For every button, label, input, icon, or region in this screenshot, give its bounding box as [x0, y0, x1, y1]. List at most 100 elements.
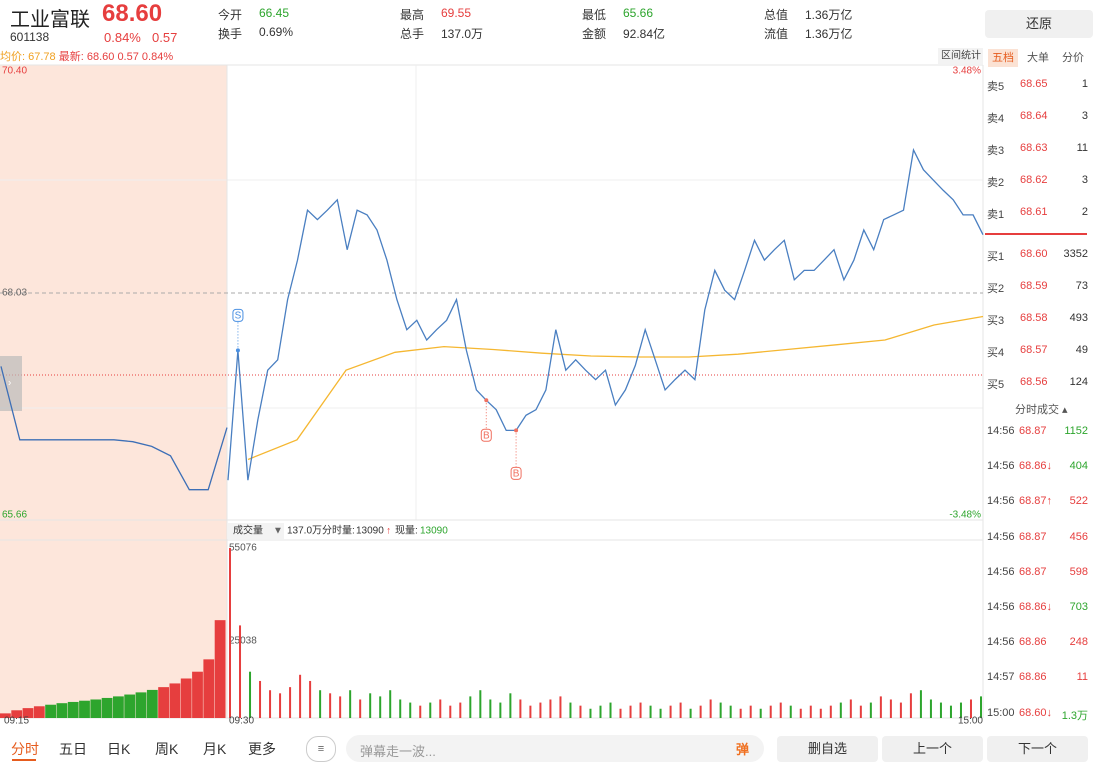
volume-bar — [899, 702, 902, 718]
now-vol: 13090 — [420, 526, 448, 537]
bottom-tab[interactable]: 日K — [107, 741, 131, 757]
bottom-button[interactable]: 上一个 — [882, 736, 983, 762]
volume-bar — [779, 702, 782, 718]
trades-title: 分时成交 ▴ — [1015, 404, 1068, 416]
auction-volume-bar — [67, 701, 79, 718]
bottom-button[interactable]: 下一个 — [987, 736, 1088, 762]
trade-price: 68.87↑ — [1019, 495, 1053, 508]
volume-bar — [489, 699, 492, 718]
book-vol: 493 — [1069, 312, 1088, 324]
volume-bar — [269, 690, 272, 718]
volume-title[interactable]: 成交量 — [233, 524, 263, 537]
danmu-icon[interactable]: ≡ — [306, 736, 336, 762]
avg-line — [247, 315, 984, 461]
stat-value: 0.69% — [259, 25, 294, 39]
bottom-tab[interactable]: 更多 — [248, 741, 276, 757]
range-stats-bg[interactable] — [938, 48, 983, 64]
book-label: 卖5 — [987, 81, 1005, 93]
x-label: 09:15 — [4, 716, 29, 727]
volume-bar — [729, 705, 732, 718]
volume-bar — [459, 702, 462, 718]
book-label: 买3 — [987, 315, 1005, 327]
book-label: 买1 — [987, 251, 1005, 263]
volume-bar — [319, 690, 322, 718]
bottom-tab[interactable]: 周K — [155, 741, 179, 757]
bottom-tab[interactable]: 五日 — [59, 741, 87, 757]
bottom-tab[interactable]: 分时 — [11, 741, 39, 757]
trade-price: 68.86 — [1019, 671, 1047, 684]
volume-bar — [349, 690, 352, 718]
trade-vol: 456 — [1069, 530, 1088, 543]
volume-bar — [599, 705, 602, 718]
trade-price: 68.86↓ — [1019, 460, 1053, 473]
book-tab[interactable]: 分价 — [1062, 52, 1084, 64]
volume-bar — [409, 702, 412, 718]
bottom-button[interactable]: 删自选 — [777, 736, 878, 762]
book-price: 68.57 — [1020, 344, 1048, 356]
book-tab[interactable]: 大单 — [1027, 52, 1049, 64]
volume-bar — [949, 705, 952, 718]
trade-time: 14:56 — [987, 460, 1015, 473]
volume-bar — [759, 708, 762, 718]
trade-price: 68.86 — [1019, 636, 1047, 649]
volume-bar — [659, 708, 662, 718]
volume-bar — [239, 625, 242, 718]
trade-time: 14:57 — [987, 671, 1015, 684]
stat-label: 总手 — [400, 27, 425, 41]
book-vol: 49 — [1075, 344, 1088, 356]
volume-bar — [719, 702, 722, 718]
trade-price: 68.87 — [1019, 530, 1047, 543]
up-arrow: ↑ — [386, 526, 391, 537]
volume-bar — [980, 696, 982, 718]
auction-volume-bar — [56, 703, 68, 718]
volume-title-bg[interactable] — [228, 523, 284, 539]
restore-button[interactable]: 还原 — [985, 10, 1093, 38]
bottom-tab[interactable]: 月K — [203, 741, 227, 757]
auction-volume-bar — [158, 687, 169, 718]
collapse-handle[interactable] — [0, 356, 22, 411]
latest-label: 最新: — [58, 51, 84, 63]
stat-label: 金额 — [582, 27, 607, 41]
book-label: 卖2 — [987, 177, 1005, 189]
danmu-input[interactable]: 弹幕走一波... 弹 — [346, 735, 764, 762]
latest-change: 0.57 — [117, 51, 139, 63]
trade-price: 68.86↓ — [1019, 601, 1053, 613]
book-divider — [985, 233, 1087, 235]
marker-badge — [232, 308, 244, 322]
change-pct: 0.84% — [104, 30, 141, 45]
volume-bar — [559, 696, 562, 718]
book-price: 68.61 — [1020, 206, 1048, 218]
volume-bar — [909, 693, 912, 718]
marker-label: B — [483, 430, 490, 441]
volume-bar — [739, 708, 742, 718]
trade-vol: 598 — [1069, 565, 1088, 578]
volume-bar — [689, 708, 692, 718]
book-tab[interactable]: 五档 — [988, 49, 1018, 67]
stat-value: 1.36万亿 — [805, 27, 853, 41]
book-label: 卖3 — [987, 145, 1005, 157]
volume-bar — [849, 699, 852, 718]
danmu-button[interactable]: 弹 — [736, 742, 750, 757]
volume-bar — [589, 708, 592, 718]
trade-time: 14:56 — [987, 636, 1015, 649]
volume-bar — [439, 699, 442, 718]
volume-bar — [289, 687, 292, 718]
book-price: 68.58 — [1020, 312, 1048, 324]
auction-volume-bar — [180, 678, 192, 718]
stat-label: 最高 — [400, 8, 425, 22]
volume-bar — [679, 702, 682, 718]
volume-bar — [329, 693, 332, 718]
volume-bar — [479, 690, 482, 718]
danmu-placeholder: 弹幕走一波... — [360, 744, 436, 759]
trade-vol: 248 — [1069, 636, 1088, 649]
volume-bar — [959, 702, 962, 718]
volume-bar — [279, 693, 282, 718]
auction-volume-bar — [113, 696, 124, 718]
volume-bar — [929, 699, 932, 718]
auction-price-line — [0, 366, 228, 491]
volume-bar — [299, 674, 302, 718]
volume-bar — [389, 690, 392, 718]
active-tab-underline — [12, 759, 36, 761]
book-label: 卖4 — [987, 113, 1005, 125]
range-stats[interactable]: 区间统计 — [941, 49, 981, 62]
